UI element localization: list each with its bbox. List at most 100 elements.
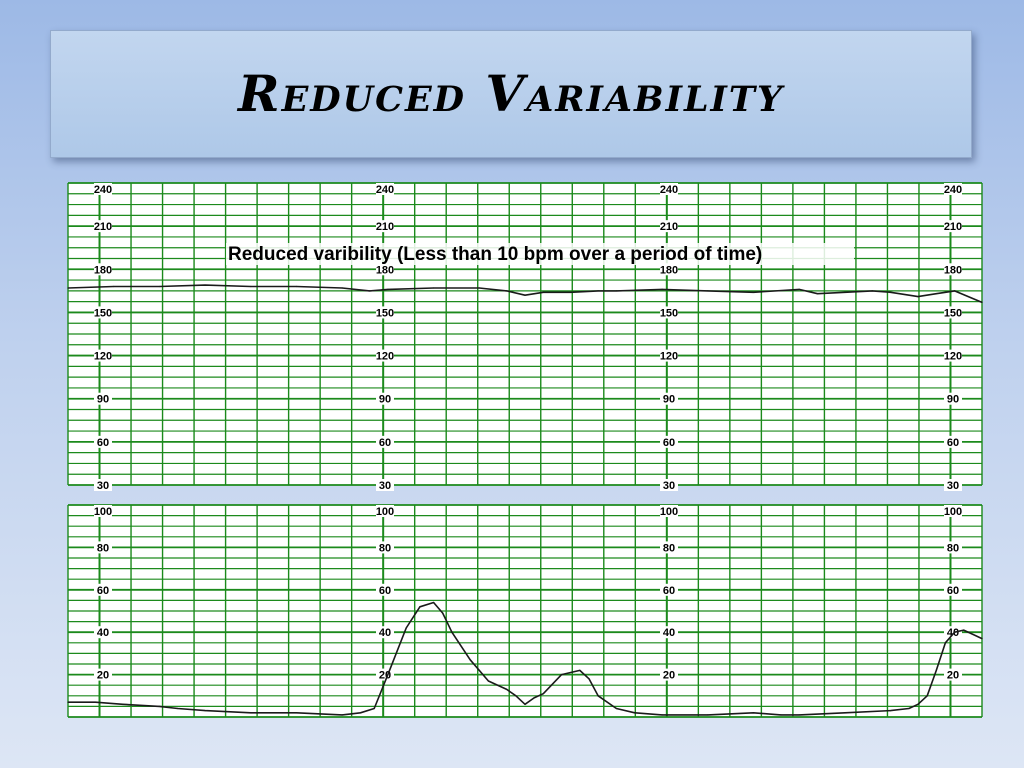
- tick-label-bg: [660, 349, 678, 362]
- tick-label-bg: [660, 183, 678, 195]
- data-point: [579, 669, 581, 672]
- data-point: [816, 293, 819, 295]
- y-tick-label: 120: [94, 351, 112, 363]
- y-tick-label: 90: [947, 394, 959, 406]
- y-tick-label: 100: [94, 506, 112, 518]
- data-point: [661, 714, 663, 716]
- data-point: [451, 631, 453, 633]
- tick-label-bg: [944, 479, 962, 491]
- data-point: [295, 285, 298, 288]
- data-point: [387, 674, 389, 676]
- tick-label-bg: [94, 183, 112, 195]
- y-tick-label: 150: [944, 307, 962, 319]
- tick-label-bg: [376, 183, 394, 195]
- tick-label-bg: [94, 306, 112, 319]
- data-point: [295, 712, 298, 714]
- tick-label-bg: [376, 349, 394, 362]
- y-tick-label: 80: [97, 542, 109, 554]
- tick-label-bg: [94, 541, 112, 554]
- data-point: [341, 714, 343, 716]
- y-tick-label: 120: [376, 351, 394, 363]
- data-point: [542, 693, 544, 695]
- data-point: [433, 601, 435, 604]
- data-point: [661, 288, 663, 290]
- y-tick-label: 90: [379, 394, 391, 406]
- data-point: [780, 714, 782, 716]
- data-point: [373, 707, 375, 710]
- data-point: [871, 290, 873, 292]
- y-tick-label: 60: [947, 437, 959, 449]
- y-tick-label: 60: [379, 585, 391, 597]
- data-point: [433, 287, 435, 289]
- tick-label-bg: [944, 349, 962, 362]
- data-point: [359, 712, 362, 714]
- y-tick-label: 60: [97, 585, 109, 597]
- data-point: [954, 631, 956, 633]
- data-point: [369, 290, 371, 292]
- data-point: [405, 627, 407, 629]
- tick-label-bg: [660, 263, 678, 276]
- y-tick-label: 150: [376, 307, 394, 319]
- tick-label-bg: [376, 220, 394, 233]
- data-point: [844, 291, 846, 293]
- tick-label-bg: [944, 306, 962, 319]
- tick-label-bg: [660, 479, 678, 491]
- tick-label-bg: [94, 349, 112, 362]
- data-point: [250, 285, 252, 288]
- title-box: Reduced Variability: [50, 30, 972, 158]
- y-tick-label: 120: [660, 351, 678, 363]
- data-point: [597, 290, 599, 292]
- y-tick-label: 40: [97, 627, 109, 639]
- data-point: [963, 629, 965, 631]
- data-point: [122, 703, 124, 705]
- tick-label-bg: [94, 435, 112, 448]
- tick-label-bg: [94, 263, 112, 276]
- data-point: [597, 695, 599, 697]
- tick-label-bg: [660, 392, 678, 405]
- tick-label-bg: [944, 220, 962, 233]
- tick-label-bg: [94, 479, 112, 491]
- data-point: [844, 712, 846, 714]
- data-point: [67, 287, 69, 289]
- tick-label-bg: [944, 668, 962, 681]
- data-point: [917, 703, 919, 705]
- y-tick-label: 60: [663, 585, 675, 597]
- data-point: [615, 290, 618, 292]
- y-tick-label: 60: [947, 585, 959, 597]
- tick-label-bg: [660, 626, 678, 639]
- y-tick-label: 30: [947, 480, 959, 492]
- tick-label-bg: [944, 263, 962, 276]
- tick-label-bg: [944, 183, 962, 195]
- tick-label-bg: [376, 626, 394, 639]
- tick-label-bg: [944, 626, 962, 639]
- y-tick-label: 150: [660, 307, 678, 319]
- data-point: [752, 291, 755, 293]
- y-tick-label: 180: [376, 264, 394, 276]
- data-point: [615, 707, 618, 710]
- y-tick-label: 80: [663, 542, 675, 554]
- data-point: [524, 703, 526, 705]
- y-tick-label: 180: [94, 264, 112, 276]
- y-tick-label: 240: [660, 184, 678, 196]
- y-tick-label: 240: [944, 184, 962, 196]
- data-point: [94, 701, 96, 703]
- y-tick-label: 90: [663, 394, 675, 406]
- data-point: [588, 678, 590, 680]
- data-point: [798, 714, 800, 716]
- y-tick-label: 100: [944, 506, 962, 518]
- tick-label-bg: [660, 541, 678, 554]
- data-point: [917, 296, 919, 298]
- y-tick-label: 30: [379, 480, 391, 492]
- tick-label-bg: [376, 435, 394, 448]
- data-point: [634, 712, 636, 714]
- tick-label-bg: [944, 392, 962, 405]
- data-point: [533, 697, 535, 699]
- data-point: [442, 612, 444, 614]
- tick-label-bg: [660, 505, 678, 517]
- tick-label-bg: [94, 626, 112, 639]
- tick-label-bg: [94, 668, 112, 681]
- data-point: [487, 680, 489, 682]
- data-point: [890, 291, 892, 293]
- tick-label-bg: [94, 392, 112, 405]
